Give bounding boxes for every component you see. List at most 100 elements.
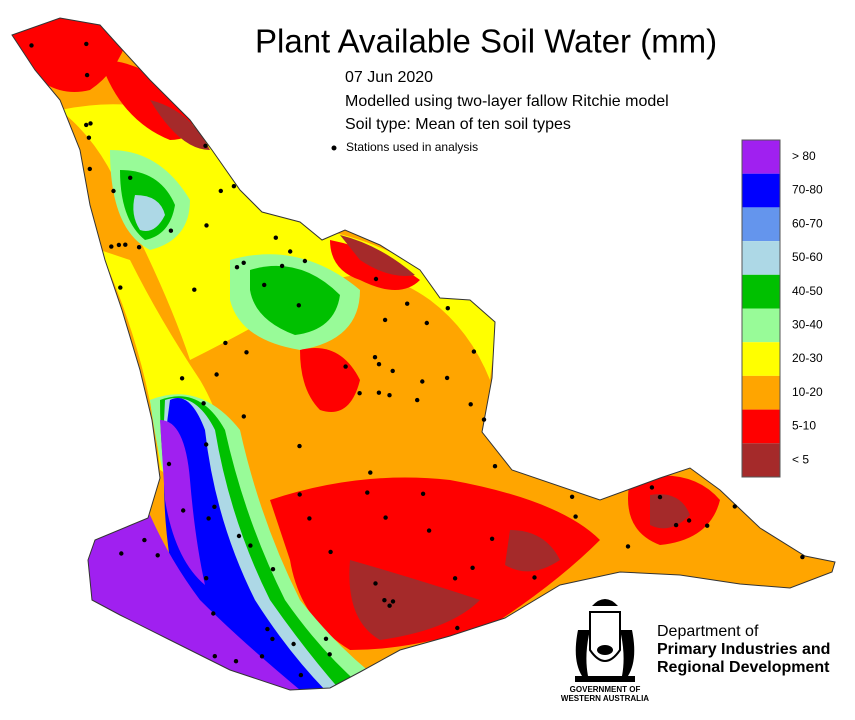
coat-of-arms	[575, 599, 635, 682]
station	[270, 567, 276, 572]
station	[365, 490, 370, 495]
station	[29, 43, 34, 48]
station	[673, 522, 679, 528]
station	[265, 626, 270, 632]
legend-swatch	[742, 274, 780, 309]
legend-frame	[741, 139, 781, 478]
station	[732, 504, 737, 509]
legend-swatch	[742, 409, 780, 444]
station	[657, 494, 663, 500]
station	[573, 514, 578, 519]
station	[492, 464, 498, 469]
station	[357, 391, 362, 396]
station	[204, 576, 209, 581]
station	[569, 494, 575, 499]
station	[212, 504, 217, 509]
station	[420, 379, 425, 384]
station	[343, 364, 348, 369]
station	[373, 276, 379, 282]
station	[84, 72, 90, 78]
legend-label: 60-70	[792, 216, 823, 230]
station	[223, 340, 228, 346]
station	[84, 41, 89, 47]
legend-label: < 5	[792, 452, 809, 466]
station	[270, 636, 275, 642]
station	[800, 554, 805, 560]
station	[426, 528, 432, 533]
station	[166, 461, 172, 467]
station	[109, 244, 114, 249]
department-line: Department of	[657, 623, 759, 640]
legend-label: 50-60	[792, 250, 823, 264]
station	[307, 516, 312, 521]
map-title: Plant Available Soil Water (mm)	[255, 23, 717, 60]
station	[705, 523, 710, 528]
legend-label: 10-20	[792, 385, 823, 399]
legend: > 80 70-80 60-70 50-60 40-50 30-40 20-30 10-20 5…	[741, 139, 823, 478]
station	[415, 397, 420, 403]
station	[234, 265, 240, 270]
soil-water-zone	[349, 560, 480, 640]
station	[142, 537, 147, 543]
legend-swatch	[742, 342, 780, 376]
date: 07 Jun 2020	[345, 69, 433, 86]
station	[192, 287, 197, 292]
station	[373, 581, 378, 586]
legend-swatch	[742, 140, 780, 174]
legend-swatch	[742, 173, 780, 208]
government-line: GOVERNMENT OF	[570, 685, 641, 694]
station	[241, 260, 246, 265]
legend-swatch	[742, 308, 780, 343]
station	[241, 414, 246, 419]
station	[288, 249, 293, 254]
station	[262, 282, 267, 288]
station	[471, 349, 477, 354]
station	[206, 516, 211, 521]
station	[382, 598, 387, 603]
soil-water-zone	[250, 265, 340, 335]
station	[387, 393, 392, 398]
soil-water-zone	[133, 195, 165, 231]
station	[128, 175, 133, 180]
station	[123, 242, 128, 247]
station	[111, 188, 116, 194]
station	[86, 135, 92, 140]
station	[382, 317, 388, 323]
stations	[29, 41, 805, 678]
station	[405, 301, 410, 306]
soil-water-zone	[505, 530, 560, 572]
station	[420, 491, 426, 496]
station	[179, 376, 185, 381]
station	[302, 258, 308, 264]
station	[481, 417, 487, 422]
station	[273, 235, 278, 240]
station	[368, 470, 373, 475]
station	[203, 143, 208, 148]
station	[168, 228, 174, 233]
station	[327, 652, 332, 657]
soil-water-zone	[160, 420, 205, 585]
legend-label: 30-40	[792, 318, 823, 332]
station	[116, 242, 122, 248]
station	[328, 549, 333, 555]
station	[212, 654, 217, 659]
station	[296, 303, 301, 308]
station	[118, 285, 123, 290]
station	[376, 390, 382, 395]
legend-swatch	[742, 207, 780, 242]
station	[248, 543, 253, 548]
soil-water-zone	[60, 104, 500, 381]
station-key-dot	[331, 145, 337, 151]
legend-label: > 80	[792, 149, 816, 163]
station	[84, 122, 89, 128]
station	[390, 599, 396, 604]
department-line: Primary Industries and	[657, 641, 830, 658]
station	[119, 551, 124, 556]
soil-water-zone	[300, 348, 360, 412]
station	[376, 362, 382, 367]
station	[323, 636, 329, 641]
station	[387, 603, 392, 608]
station	[291, 641, 296, 647]
legend-swatch	[742, 443, 780, 477]
